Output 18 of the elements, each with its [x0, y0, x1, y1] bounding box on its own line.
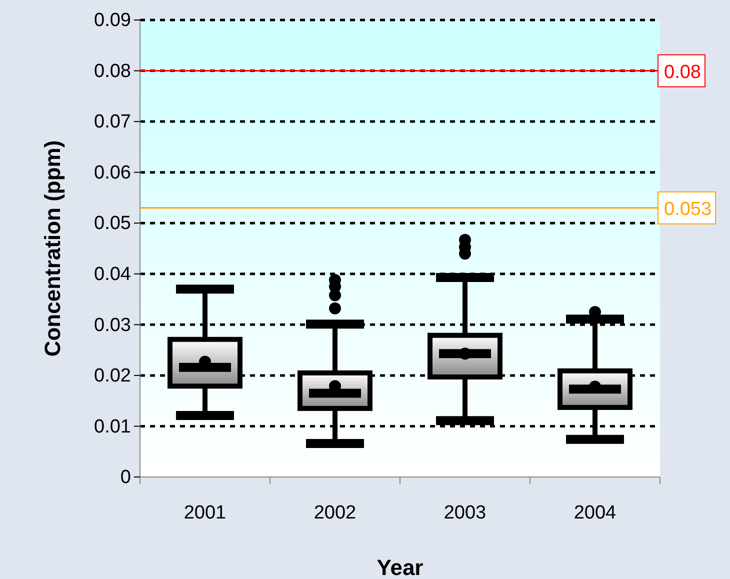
x-tick-label: 2002 — [314, 502, 356, 524]
ref-line-label: 0.053 — [664, 198, 712, 220]
x-tick-label: 2003 — [444, 502, 486, 524]
y-tick-label: 0.06 — [94, 162, 131, 184]
y-tick-label: 0.05 — [94, 213, 131, 234]
x-tick-label: 2004 — [574, 502, 617, 524]
x-axis-title: Year — [376, 555, 424, 579]
x-tick-label: 2001 — [184, 502, 226, 524]
y-tick-label: 0.08 — [94, 60, 131, 82]
y-tick-label: 0.02 — [94, 366, 131, 387]
y-axis-title: Concentration (ppm) — [40, 140, 65, 357]
ref-line-label: 0.08 — [664, 62, 701, 83]
y-tick-label: 0.01 — [94, 416, 131, 438]
y-tick-label: 0.07 — [94, 112, 131, 133]
y-tick-label: 0.04 — [94, 264, 132, 285]
y-tick-label: 0.03 — [94, 314, 131, 336]
y-tick-label: 0.09 — [94, 10, 131, 32]
y-tick-label: 0 — [120, 467, 131, 488]
